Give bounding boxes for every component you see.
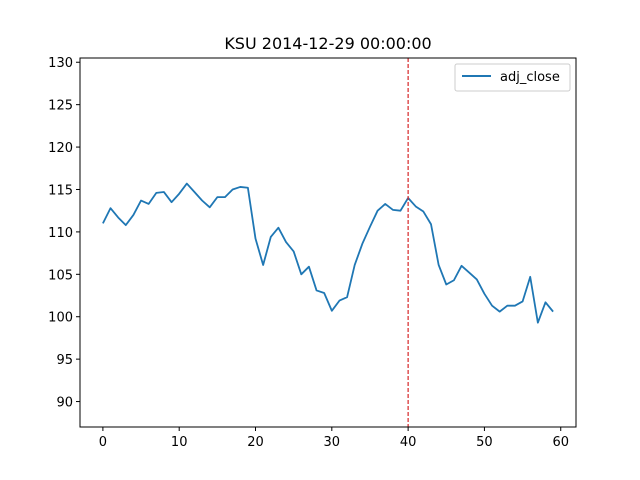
chart-title: KSU 2014-12-29 00:00:00 [224,34,431,53]
y-axis: 90 95 100 105 110 115 120 125 130 [48,56,80,411]
y-tick-label: 90 [56,396,73,411]
x-tick-label: 0 [99,435,107,450]
y-tick-label: 100 [48,311,73,326]
x-tick-label: 10 [171,435,188,450]
x-tick-label: 30 [324,435,341,450]
series-line-adj_close [102,182,554,324]
x-axis: 0 10 20 30 40 50 60 [99,427,569,450]
axes-frame [79,57,577,428]
legend-box [454,63,571,92]
x-tick-label: 60 [552,435,569,450]
y-tick-label: 130 [48,56,73,71]
y-tick-label: 115 [48,183,73,198]
y-tick-label: 110 [48,226,73,241]
y-tick-label: 120 [48,141,73,156]
y-tick-label: 105 [48,268,73,283]
legend: adj_close [454,63,571,92]
legend-label: adj_close [500,70,560,85]
x-tick-label: 20 [247,435,264,450]
x-tick-label: 40 [400,435,417,450]
y-tick-label: 125 [48,99,73,114]
x-tick-label: 50 [476,435,493,450]
y-tick-label: 95 [56,353,73,368]
plot-area [102,58,554,427]
